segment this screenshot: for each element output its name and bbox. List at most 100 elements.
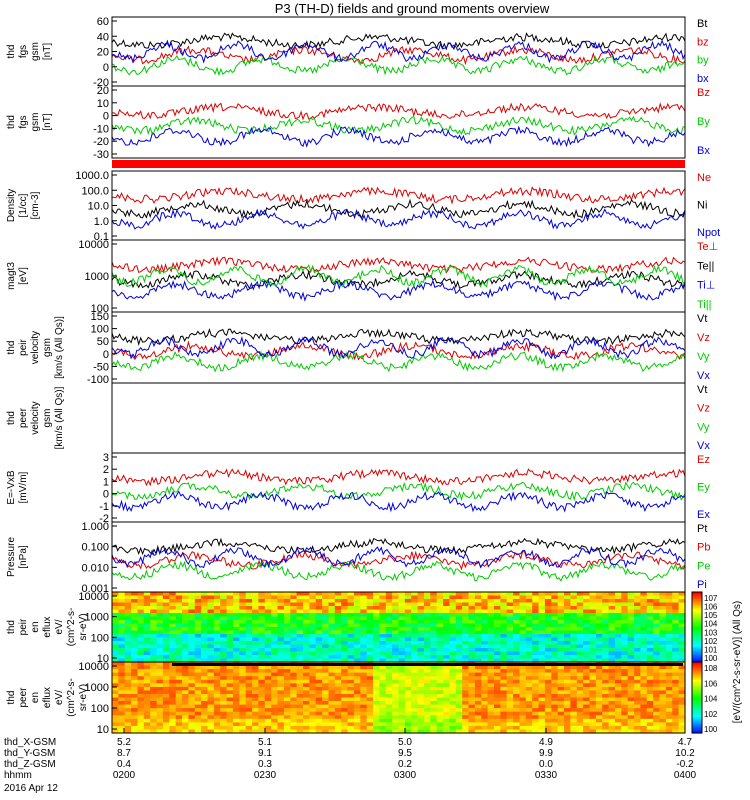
ylabel-line: peer — [18, 407, 29, 428]
heat-cell — [182, 694, 189, 699]
heat-cell — [290, 701, 298, 706]
heat-cell — [653, 613, 661, 618]
heat-cell — [277, 690, 285, 695]
heat-cell — [175, 602, 183, 607]
heat-cell — [506, 602, 514, 607]
heat-cell — [226, 722, 234, 727]
heat-cell — [506, 599, 514, 604]
heat-cell — [290, 676, 298, 681]
heat-cell — [271, 655, 279, 660]
heat-cell — [162, 655, 170, 660]
heat-cell — [564, 708, 571, 713]
heat-cell — [213, 669, 221, 674]
heat-cell — [296, 651, 304, 656]
heat-cell — [207, 606, 215, 611]
heat-cell — [283, 627, 291, 632]
heat-cell — [277, 651, 285, 656]
heat-cell — [131, 599, 139, 604]
heat-cell — [322, 595, 330, 600]
heat-cell — [455, 651, 463, 656]
heat-cell — [474, 623, 482, 628]
heat-cell — [385, 711, 393, 716]
heat-cell — [672, 697, 680, 702]
ylabel-line: gsm — [30, 42, 41, 61]
heat-cell — [576, 606, 584, 611]
heat-cell — [640, 697, 648, 702]
heat-cell — [500, 641, 508, 646]
heat-cell — [436, 616, 444, 621]
colorbar-cell — [692, 595, 702, 598]
heat-cell — [646, 606, 654, 611]
heat-cell — [525, 722, 533, 727]
heat-cell — [213, 606, 221, 611]
ylabel-line: Pressure — [6, 537, 17, 577]
heat-cell — [264, 623, 272, 628]
heat-cell — [296, 641, 304, 646]
heat-cell — [201, 690, 209, 695]
heat-cell — [640, 606, 648, 611]
heat-cell — [513, 641, 521, 646]
heat-cell — [283, 606, 291, 611]
heat-cell — [570, 623, 578, 628]
heat-cell — [583, 644, 591, 649]
heat-cell — [162, 592, 170, 597]
heat-cell — [583, 658, 591, 663]
heat-cell — [525, 651, 533, 656]
heat-cell — [303, 715, 310, 720]
heat-cell — [411, 711, 419, 716]
heat-cell — [443, 616, 451, 621]
heat-cell — [162, 658, 170, 663]
heat-cell — [112, 704, 119, 709]
heat-cell — [519, 648, 527, 653]
heat-cell — [551, 637, 559, 642]
heat-cell — [252, 658, 260, 663]
heat-cell — [162, 686, 170, 691]
legend-bx: bx — [697, 73, 709, 85]
heat-cell — [659, 690, 667, 695]
heat-cell — [404, 651, 412, 656]
heat-cell — [519, 641, 527, 646]
heat-cell — [175, 701, 183, 706]
heat-cell — [150, 609, 158, 614]
heat-cell — [169, 694, 177, 699]
heat-cell — [194, 704, 202, 709]
heat-cell — [481, 651, 489, 656]
heat-cell — [487, 595, 495, 600]
heat-cell — [366, 708, 374, 713]
ylabel-line: fgs — [18, 45, 29, 58]
heat-cell — [194, 676, 202, 681]
heat-cell — [595, 606, 603, 611]
heat-cell — [538, 606, 546, 611]
heat-cell — [264, 620, 272, 625]
heat-cell — [525, 620, 533, 625]
heat-cell — [112, 609, 119, 614]
colorbar-cell — [692, 667, 702, 670]
heat-cell — [646, 630, 654, 635]
heat-cell — [315, 609, 323, 614]
heat-cell — [373, 655, 380, 660]
heat-cell — [513, 599, 521, 604]
heat-cell — [424, 655, 431, 660]
heat-cell — [576, 729, 584, 734]
heat-cell — [245, 648, 253, 653]
heat-cell — [411, 620, 419, 625]
heat-cell — [570, 697, 578, 702]
heat-cell — [366, 701, 374, 706]
heat-cell — [424, 722, 431, 727]
heat-cell — [544, 641, 552, 646]
heat-cell — [124, 729, 132, 734]
heat-cell — [118, 651, 126, 656]
heat-cell — [494, 644, 501, 649]
heat-cell — [118, 634, 126, 639]
heat-cell — [494, 679, 501, 684]
heat-cell — [315, 672, 323, 677]
heat-cell — [462, 655, 470, 660]
heat-cell — [169, 655, 177, 660]
axis-row-value: 4.7 — [678, 737, 692, 748]
heat-cell — [532, 683, 540, 688]
heat-cell — [564, 613, 571, 618]
heat-cell — [602, 616, 610, 621]
heat-cell — [379, 725, 387, 730]
heat-cell — [481, 676, 489, 681]
